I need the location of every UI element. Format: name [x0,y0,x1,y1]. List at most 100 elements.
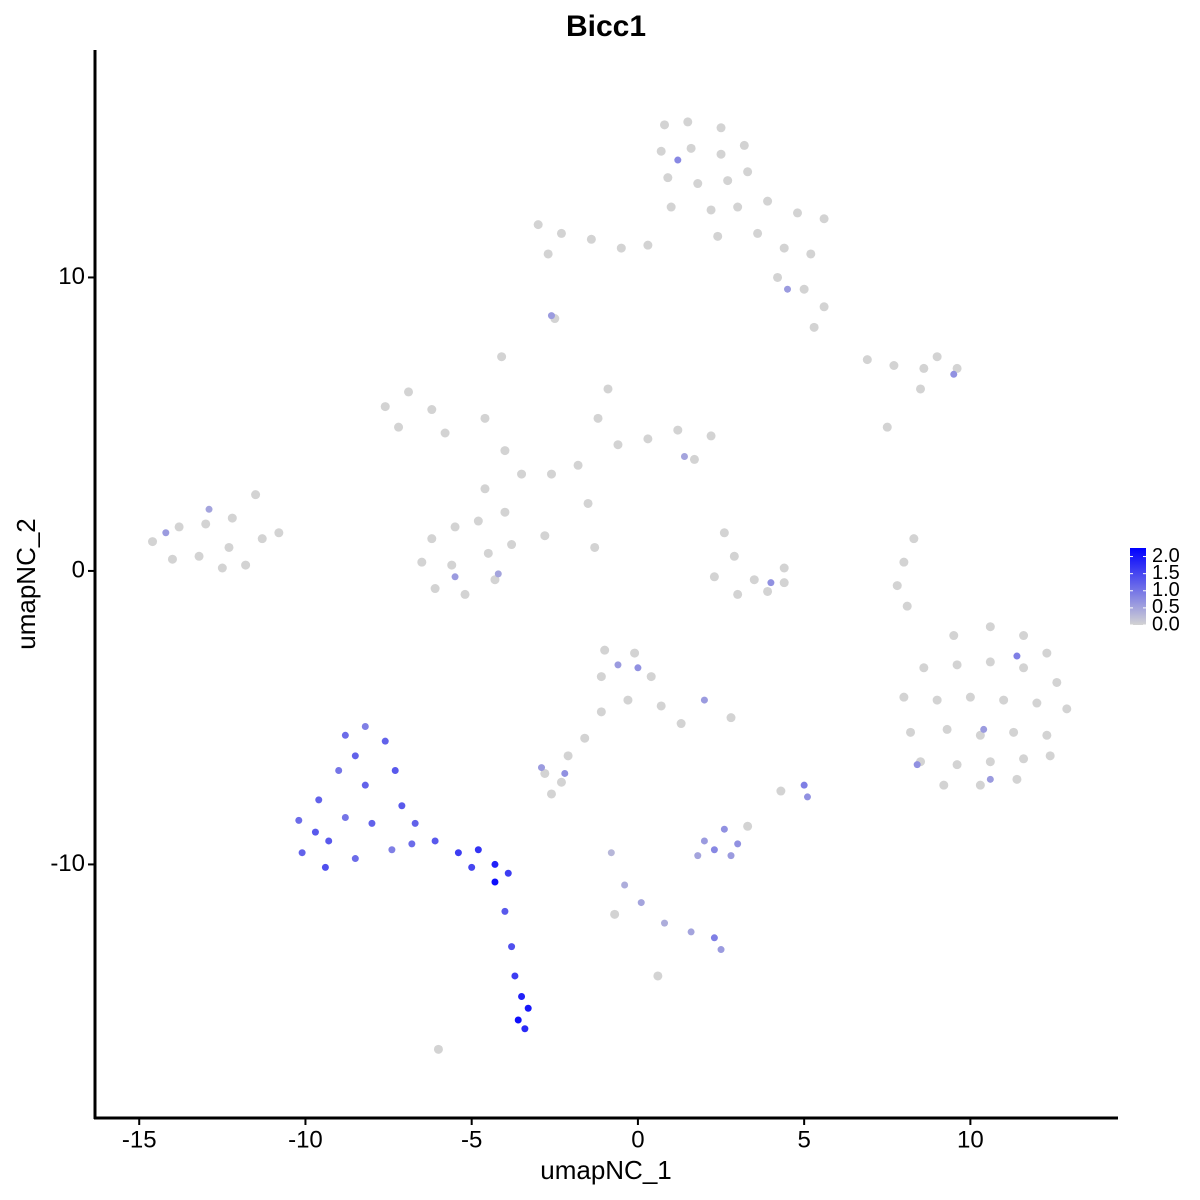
cell-point [524,1004,532,1012]
cell-point [257,534,267,544]
cell-point [490,575,500,585]
cell-point [713,231,723,241]
cell-point [1052,677,1062,687]
cell-point [763,586,773,596]
cell-point [298,849,306,857]
cell-point [892,581,902,591]
cell-point [480,413,490,423]
colorbar [1130,548,1146,625]
cell-point [593,413,603,423]
cell-point [561,769,569,777]
cell-point [819,214,829,224]
cell-point [743,821,753,831]
cell-point [431,837,439,845]
cell-point [949,631,959,641]
cell-point [368,819,376,827]
cell-point [700,696,708,704]
cell-point [596,707,606,717]
cell-point [706,205,716,215]
cell-point [800,781,808,789]
cell-point [388,846,396,854]
cell-point [408,840,416,848]
cell-point [733,589,743,599]
cell-point [454,849,462,857]
cell-point [716,123,726,133]
cell-point [939,780,949,790]
cell-point [729,551,739,561]
cell-point [717,946,725,954]
cell-point [404,387,414,397]
cell-point [689,454,699,464]
cell-point [779,563,789,573]
cell-point [451,573,459,581]
cell-point [460,589,470,599]
cell-point [932,695,942,705]
colorbar-label: 1.0 [1152,579,1180,601]
cell-point [504,869,512,877]
cell-point [1042,730,1052,740]
cell-point [637,899,645,907]
cell-point [919,363,929,373]
cell-point [440,428,450,438]
cell-point [148,537,158,547]
cell-point [380,402,390,412]
cell-point [483,548,493,558]
cell-point [906,727,916,737]
cell-point [547,312,555,320]
cell-point [381,737,389,745]
colorbar-label: 0.5 [1152,596,1180,618]
cell-point [763,196,773,206]
cell-point [491,878,499,886]
cell-point [902,601,912,611]
cell-point [661,919,669,927]
cell-point [676,719,686,729]
cell-point [719,528,729,538]
cell-point [417,557,427,567]
cell-point [950,370,958,378]
cell-point [540,768,550,778]
cell-point [700,837,708,845]
cell-point [205,505,213,513]
cell-point [809,322,819,332]
cell-point [687,928,695,936]
cell-point [473,516,483,526]
cell-point [710,934,718,942]
cell-point [511,972,519,980]
cell-point [563,751,573,761]
cell-point [660,120,670,130]
cell-point [899,557,909,567]
cell-point [162,529,170,537]
cell-point [779,578,789,588]
cell-point [224,542,234,552]
cell-point [776,786,786,796]
cell-point [663,173,673,183]
x-axis-title: umapNC_1 [540,1155,672,1185]
cell-point [447,560,457,570]
cell-point [500,446,510,456]
cell-point [335,767,343,775]
cell-point [819,302,829,312]
y-tick-label: 10 [58,263,85,290]
chart-title: Bicc1 [566,10,646,43]
cell-point [1019,663,1029,673]
cell-point [167,554,177,564]
cell-point [710,846,718,854]
cell-point [734,840,742,848]
x-tick-label: -10 [288,1126,323,1153]
cell-point [932,352,942,362]
cell-point [803,793,811,801]
cell-point [351,855,359,863]
cell-point [889,360,899,370]
cell-point [241,560,251,570]
cell-point [491,860,499,868]
cell-point [767,579,775,587]
cell-point [1062,704,1072,714]
cell-point [361,781,369,789]
cell-point [507,540,517,550]
cell-point [616,243,626,253]
cell-point [1019,631,1029,641]
y-tick-label: 0 [72,556,85,583]
cell-point [779,243,789,253]
cell-point [965,692,975,702]
